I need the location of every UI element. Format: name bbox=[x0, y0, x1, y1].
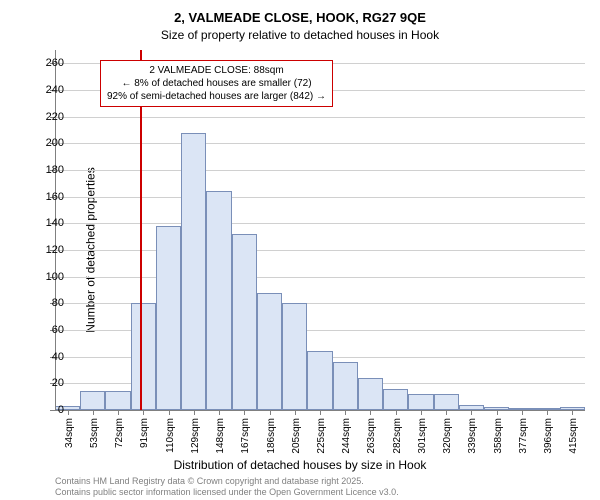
histogram-bar bbox=[282, 303, 307, 410]
footer-line-2: Contains public sector information licen… bbox=[55, 487, 399, 498]
x-tick-label: 205sqm bbox=[291, 418, 302, 454]
gridline bbox=[55, 143, 585, 144]
y-tick-label: 120 bbox=[46, 244, 64, 256]
x-tick-label: 186sqm bbox=[266, 418, 277, 454]
x-tick-label: 167sqm bbox=[240, 418, 251, 454]
histogram-bar bbox=[358, 378, 383, 410]
histogram-bar bbox=[105, 391, 130, 410]
gridline bbox=[55, 197, 585, 198]
histogram-bar bbox=[383, 389, 408, 410]
chart-title-sub: Size of property relative to detached ho… bbox=[0, 28, 600, 42]
x-tick-label: 301sqm bbox=[417, 418, 428, 454]
histogram-bar bbox=[257, 293, 282, 410]
plot-area: 34sqm53sqm72sqm91sqm110sqm129sqm148sqm16… bbox=[55, 50, 585, 410]
y-tick-label: 100 bbox=[46, 271, 64, 283]
gridline bbox=[55, 223, 585, 224]
histogram-bar bbox=[408, 394, 433, 410]
y-tick-label: 20 bbox=[52, 377, 64, 389]
chart-title-main: 2, VALMEADE CLOSE, HOOK, RG27 9QE bbox=[0, 10, 600, 25]
histogram-bar bbox=[206, 191, 231, 410]
footer-line-1: Contains HM Land Registry data © Crown c… bbox=[55, 476, 399, 487]
histogram-bar bbox=[156, 226, 181, 410]
y-tick-label: 40 bbox=[52, 351, 64, 363]
callout-line: 2 VALMEADE CLOSE: 88sqm bbox=[107, 64, 326, 77]
x-tick-label: 396sqm bbox=[543, 418, 554, 454]
histogram-bar bbox=[181, 133, 206, 410]
histogram-chart: 2, VALMEADE CLOSE, HOOK, RG27 9QE Size o… bbox=[0, 0, 600, 500]
x-tick-label: 244sqm bbox=[341, 418, 352, 454]
y-tick-label: 260 bbox=[46, 57, 64, 69]
y-tick-label: 60 bbox=[52, 324, 64, 336]
y-tick-label: 220 bbox=[46, 111, 64, 123]
histogram-bar bbox=[434, 394, 459, 410]
x-tick-label: 72sqm bbox=[114, 418, 125, 448]
x-tick-label: 339sqm bbox=[467, 418, 478, 454]
x-tick-label: 320sqm bbox=[442, 418, 453, 454]
x-tick-label: 225sqm bbox=[316, 418, 327, 454]
histogram-bar bbox=[80, 391, 105, 410]
histogram-bar bbox=[131, 303, 156, 410]
gridline bbox=[55, 117, 585, 118]
y-tick-label: 180 bbox=[46, 164, 64, 176]
x-tick-label: 148sqm bbox=[215, 418, 226, 454]
x-axis-label: Distribution of detached houses by size … bbox=[0, 458, 600, 472]
property-callout: 2 VALMEADE CLOSE: 88sqm← 8% of detached … bbox=[100, 60, 333, 107]
x-tick-label: 110sqm bbox=[165, 418, 176, 453]
histogram-bar bbox=[307, 351, 332, 410]
callout-line: 92% of semi-detached houses are larger (… bbox=[107, 90, 326, 103]
x-tick-label: 91sqm bbox=[139, 418, 150, 448]
x-tick-label: 129sqm bbox=[190, 418, 201, 454]
x-tick-label: 263sqm bbox=[366, 418, 377, 454]
x-tick-label: 358sqm bbox=[493, 418, 504, 454]
x-tick-label: 282sqm bbox=[392, 418, 403, 454]
gridline bbox=[55, 277, 585, 278]
y-tick-label: 240 bbox=[46, 84, 64, 96]
x-tick-label: 53sqm bbox=[89, 418, 100, 448]
x-axis-line bbox=[55, 410, 585, 411]
y-tick-label: 80 bbox=[52, 297, 64, 309]
x-tick-label: 377sqm bbox=[518, 418, 529, 454]
y-tick-label: 0 bbox=[58, 404, 64, 416]
footer-attribution: Contains HM Land Registry data © Crown c… bbox=[55, 476, 399, 498]
gridline bbox=[55, 170, 585, 171]
histogram-bar bbox=[333, 362, 358, 410]
y-tick-label: 200 bbox=[46, 137, 64, 149]
y-tick-label: 140 bbox=[46, 217, 64, 229]
callout-line: ← 8% of detached houses are smaller (72) bbox=[107, 77, 326, 90]
x-tick-label: 415sqm bbox=[568, 418, 579, 454]
y-tick-label: 160 bbox=[46, 191, 64, 203]
x-tick-label: 34sqm bbox=[64, 418, 75, 448]
gridline bbox=[55, 250, 585, 251]
histogram-bar bbox=[232, 234, 257, 410]
